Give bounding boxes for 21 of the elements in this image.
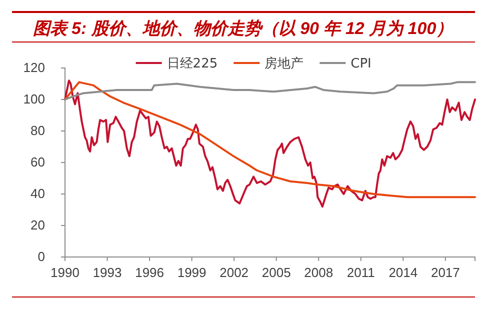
y-tick-label: 80 — [30, 123, 45, 138]
x-tick-label: 1996 — [135, 265, 164, 280]
x-tick-label: 1993 — [92, 265, 122, 280]
x-tick-label: 2005 — [262, 265, 291, 280]
y-tick-label: 120 — [23, 60, 45, 76]
y-tick-label: 100 — [23, 92, 45, 107]
x-tick-label: 1999 — [177, 265, 206, 280]
x-tick-label: 2002 — [220, 265, 249, 280]
x-tick-label: 2014 — [388, 265, 418, 280]
legend-label: CPI — [350, 56, 372, 72]
x-tick-label: 2011 — [346, 265, 375, 280]
y-tick-label: 60 — [30, 154, 45, 170]
y-tick-label: 0 — [38, 249, 45, 264]
y-tick-label: 20 — [30, 218, 45, 233]
legend-label: 日经225 — [166, 56, 218, 72]
legend-label: 房地产 — [264, 56, 304, 72]
x-tick-label: 1990 — [50, 265, 80, 280]
x-tick-label: 2008 — [304, 265, 334, 280]
chart-title: 图表 5: 股价、地价、物价走势（以 90 年 12 月为 100） — [32, 19, 454, 38]
x-tick-label: 2017 — [430, 265, 460, 280]
y-tick-label: 40 — [30, 186, 45, 202]
